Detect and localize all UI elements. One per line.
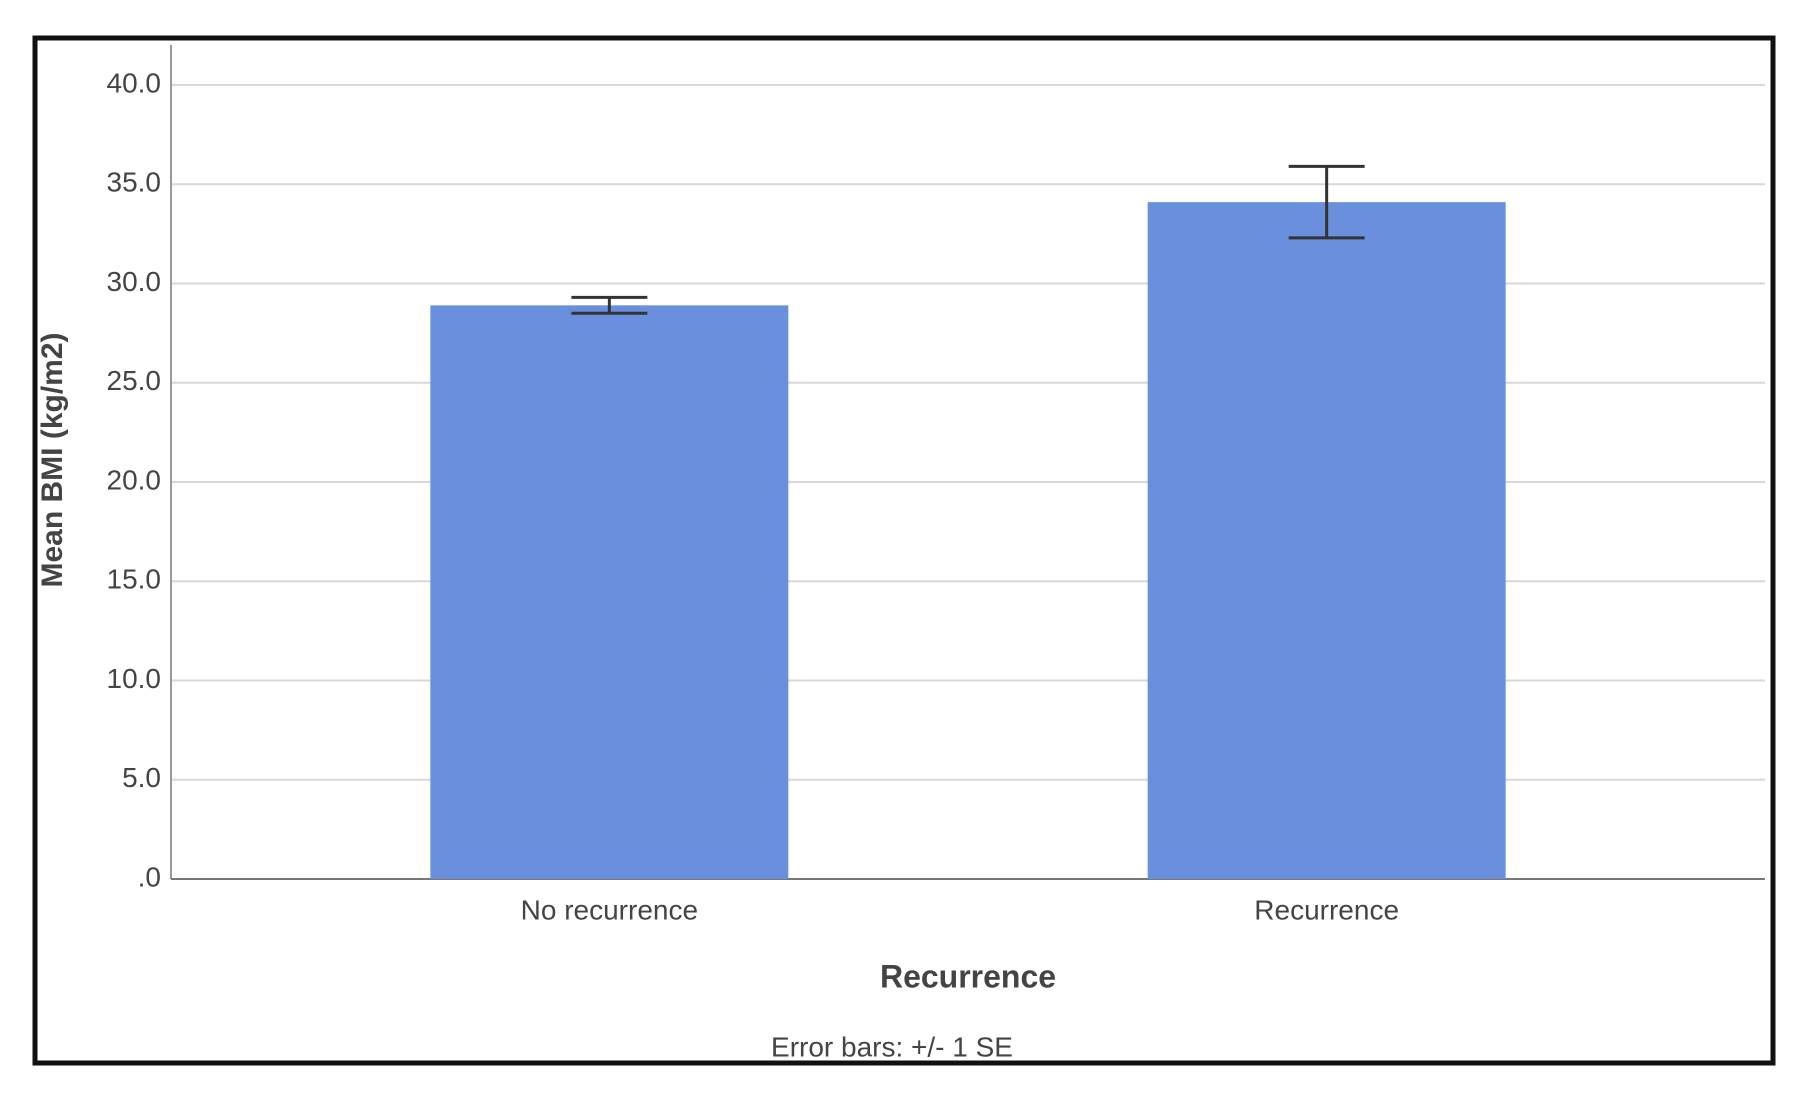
y-tick-label: 25.0 [107,365,162,396]
y-tick-label: 15.0 [107,564,162,595]
y-tick-label: .0 [138,861,161,892]
y-axis-title: Mean BMI (kg/m2) [36,332,69,587]
chart-frame [32,35,1776,1066]
note: Error bars: +/- 1 SE [771,1031,1013,1062]
y-tick-label: 5.0 [122,762,161,793]
y-tick-label: 35.0 [107,167,162,198]
y-tick-label: 30.0 [107,266,162,297]
x-axis-title: Recurrence [880,958,1056,994]
y-tick-label: 20.0 [107,464,162,495]
y-tick-label: 40.0 [107,67,162,98]
x-tick-label: No recurrence [521,894,698,925]
bar [430,305,789,880]
x-tick-label: Recurrence [1254,894,1399,925]
error-bar [571,295,648,315]
bar [1147,202,1506,880]
error-bar [1288,164,1365,240]
y-tick-label: 10.0 [107,663,162,694]
